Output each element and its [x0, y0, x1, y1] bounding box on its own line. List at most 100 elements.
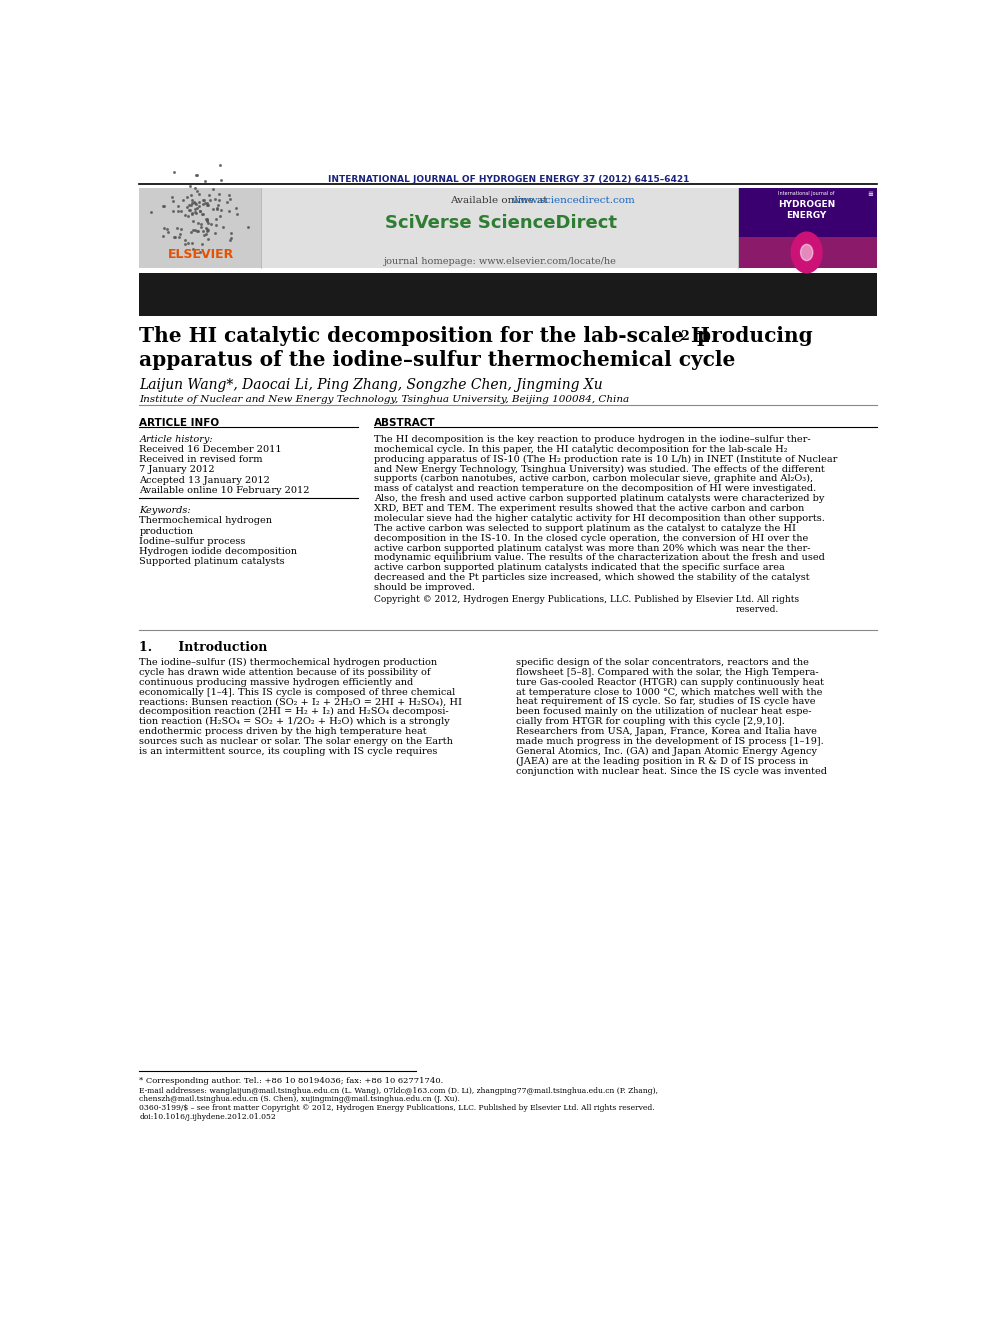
Point [194, 221, 210, 242]
Text: heat requirement of IS cycle. So far, studies of IS cycle have: heat requirement of IS cycle. So far, st… [516, 697, 815, 706]
Point [199, 209, 215, 230]
Point [180, 197, 195, 218]
Point [189, 220, 205, 241]
Point [211, 184, 227, 205]
Text: active carbon supported platinum catalysts indicated that the specific surface a: active carbon supported platinum catalys… [374, 564, 785, 573]
Point [221, 200, 237, 221]
Point [188, 164, 204, 185]
Text: economically [1–4]. This IS cycle is composed of three chemical: economically [1–4]. This IS cycle is com… [139, 688, 455, 697]
Text: Researchers from USA, Japan, France, Korea and Italia have: Researchers from USA, Japan, France, Kor… [516, 728, 817, 736]
Text: decomposition in the IS-10. In the closed cycle operation, the conversion of HI : decomposition in the IS-10. In the close… [374, 533, 808, 542]
Point [166, 226, 182, 247]
Point [240, 216, 256, 237]
Point [211, 189, 227, 210]
Point [178, 234, 193, 255]
Point [184, 193, 199, 214]
Text: flowsheet [5–8]. Compared with the solar, the High Tempera-: flowsheet [5–8]. Compared with the solar… [516, 668, 818, 677]
Point [208, 197, 224, 218]
Text: International Journal of: International Journal of [779, 192, 835, 196]
Point [186, 192, 202, 213]
Text: (JAEA) are at the leading position in R & D of IS process in: (JAEA) are at the leading position in R … [516, 757, 808, 766]
Point [190, 221, 206, 242]
Text: tion reaction (H₂SO₄ = SO₂ + 1/2O₂ + H₂O) which is a strongly: tion reaction (H₂SO₄ = SO₂ + 1/2O₂ + H₂O… [139, 717, 450, 726]
Point [202, 134, 218, 155]
Point [212, 205, 228, 226]
Text: should be improved.: should be improved. [374, 583, 475, 593]
Point [202, 189, 218, 210]
Point [184, 202, 199, 224]
Text: Received in revised form: Received in revised form [139, 455, 263, 464]
Point [212, 200, 228, 221]
Point [178, 229, 193, 250]
Text: www.sciencedirect.com: www.sciencedirect.com [512, 196, 636, 205]
Text: continuous producing massive hydrogen efficiently and: continuous producing massive hydrogen ef… [139, 677, 414, 687]
Point [190, 183, 206, 204]
Point [187, 220, 203, 241]
Point [189, 165, 205, 187]
Point [197, 169, 213, 191]
Text: ARTICLE INFO: ARTICLE INFO [139, 418, 219, 427]
Point [166, 201, 182, 222]
Point [159, 218, 175, 239]
Point [196, 189, 212, 210]
Point [200, 229, 216, 250]
Point [180, 205, 195, 226]
Point [222, 188, 238, 209]
Text: Copyright © 2012, Hydrogen Energy Publications, LLC. Published by Elsevier Ltd. : Copyright © 2012, Hydrogen Energy Public… [374, 595, 799, 605]
Point [192, 200, 208, 221]
Text: Also, the fresh and used active carbon supported platinum catalysts were charact: Also, the fresh and used active carbon s… [374, 493, 824, 503]
Text: The iodine–sulfur (IS) thermochemical hydrogen production: The iodine–sulfur (IS) thermochemical hy… [139, 658, 437, 667]
Point [170, 217, 186, 238]
Text: 0360-3199/$ – see front matter Copyright © 2012, Hydrogen Energy Publications, L: 0360-3199/$ – see front matter Copyright… [139, 1105, 655, 1113]
Text: E-mail addresses: wanglaijun@mail.tsinghua.edu.cn (L. Wang), 07ldc@163.com (D. L: E-mail addresses: wanglaijun@mail.tsingh… [139, 1086, 659, 1095]
Point [207, 189, 223, 210]
Text: been focused mainly on the utilization of nuclear heat espe-: been focused mainly on the utilization o… [516, 708, 811, 716]
Point [165, 187, 181, 208]
Bar [139, 188, 877, 267]
Point [219, 191, 235, 212]
Point [191, 196, 207, 217]
Text: is an intermittent source, its coupling with IS cycle requires: is an intermittent source, its coupling … [139, 747, 437, 755]
Text: specific design of the solar concentrators, reactors and the: specific design of the solar concentrato… [516, 658, 808, 667]
Point [207, 214, 223, 235]
Point [192, 241, 208, 262]
Point [185, 189, 200, 210]
Text: 2: 2 [681, 329, 689, 343]
Point [223, 222, 239, 243]
Bar [739, 237, 877, 267]
Point [223, 228, 239, 249]
Point [194, 234, 210, 255]
Text: Keywords:: Keywords: [139, 507, 191, 515]
Point [180, 187, 195, 208]
Bar [739, 188, 877, 267]
Point [156, 196, 172, 217]
Circle shape [792, 232, 822, 273]
Text: decomposition reaction (2HI = H₂ + I₂) and H₂SO₄ decomposi-: decomposition reaction (2HI = H₂ + I₂) a… [139, 708, 449, 717]
Text: ELSEVIER: ELSEVIER [168, 247, 234, 261]
Text: 1.      Introduction: 1. Introduction [139, 640, 268, 654]
Point [198, 218, 214, 239]
Point [182, 194, 197, 216]
Point [199, 210, 215, 232]
Point [213, 169, 229, 191]
Point [188, 193, 204, 214]
Point [199, 194, 215, 216]
Text: Laijun Wang*, Daocai Li, Ping Zhang, Songzhe Chen, Jingming Xu: Laijun Wang*, Daocai Li, Ping Zhang, Son… [139, 378, 603, 392]
Point [185, 238, 200, 259]
Point [200, 184, 216, 205]
Point [200, 213, 216, 234]
Point [228, 198, 244, 220]
Text: Hydrogen iodide decomposition: Hydrogen iodide decomposition [139, 546, 298, 556]
Point [188, 180, 204, 201]
Point [155, 225, 171, 246]
Text: HYDROGEN: HYDROGEN [778, 200, 835, 209]
Point [210, 194, 226, 216]
Point [196, 224, 212, 245]
Text: Available online at: Available online at [450, 196, 552, 205]
Point [160, 221, 176, 242]
Point [199, 209, 215, 230]
Point [165, 191, 181, 212]
Text: apparatus of the iodine–sulfur thermochemical cycle: apparatus of the iodine–sulfur thermoche… [139, 351, 736, 370]
Point [197, 224, 213, 245]
Point [182, 200, 197, 221]
